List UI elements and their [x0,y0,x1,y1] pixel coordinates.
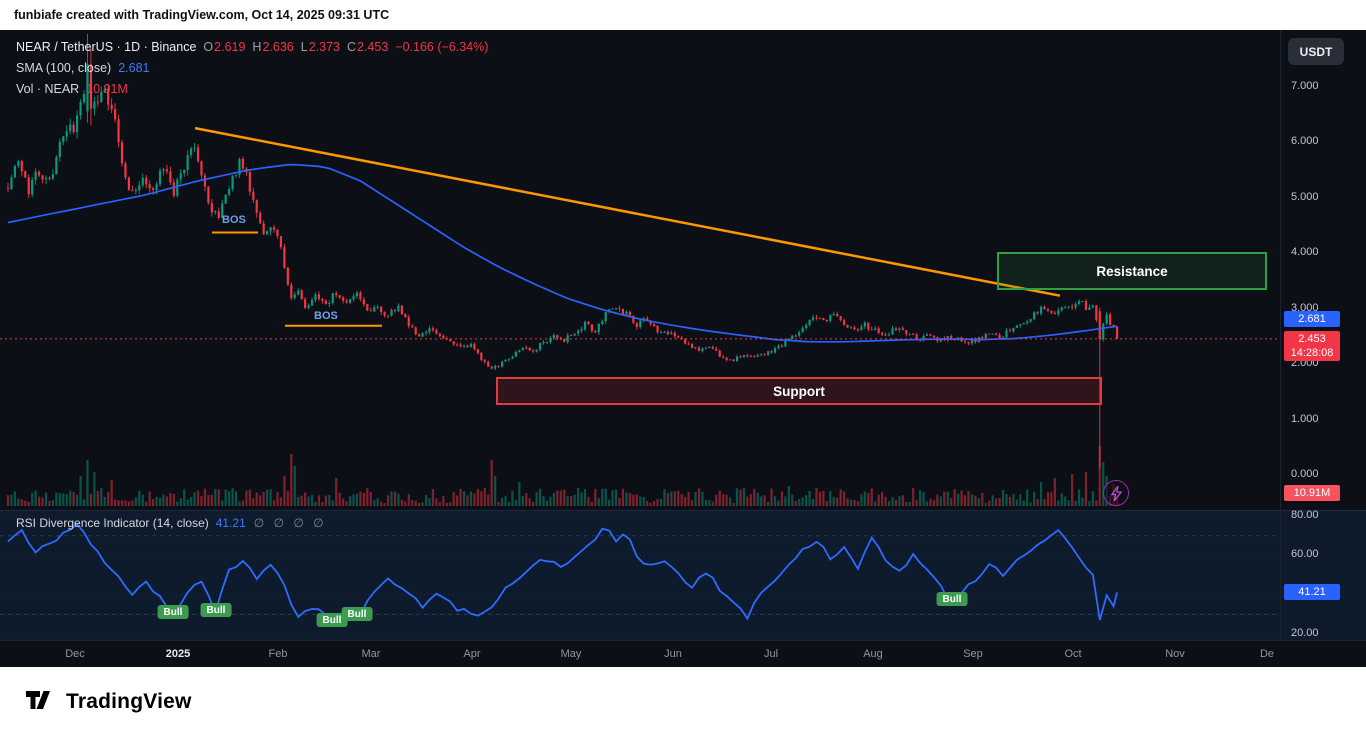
rsi-indicator-value: 41.21 [215,516,246,530]
bull-marker: Bull [157,605,189,619]
resistance-label: Resistance [1096,263,1168,279]
bull-marker: Bull [316,613,348,627]
candles [6,33,1119,469]
high-label: H [252,39,262,54]
volume-row[interactable]: Vol · NEAR 10.91M [16,78,488,99]
resistance-zone[interactable]: Resistance [997,252,1267,290]
time-axis[interactable]: Dec 2025 Feb Mar Apr May Jun Jul Aug Sep Oct Nov De [0,640,1366,668]
time-axis-label: Dec [65,648,85,660]
bull-marker: Bull [200,603,232,617]
volume-badge: 10.91M [1284,485,1340,501]
bar-countdown: 14:28:08 [1290,347,1334,359]
open-value: 2.619 [214,39,246,54]
attribution-text: funbiafe created with TradingView.com, O… [14,8,390,22]
rsi-gridlines [0,515,1280,635]
last-price-badge: 2.453 14:28:08 [1284,331,1340,361]
rsi-axis-label: 80.00 [1291,509,1319,521]
sma-price-badge: 2.681 [1284,311,1340,327]
last-price-value: 2.453 [1298,333,1326,345]
time-axis-label: May [560,648,582,660]
volume-indicator-value: 10.91M [86,81,128,96]
rsi-legend[interactable]: RSI Divergence Indicator (14, close) 41.… [16,516,327,530]
rsi-extra-values: ∅ ∅ ∅ ∅ [253,516,327,530]
change-value: −0.166 (−6.34%) [395,39,489,54]
time-axis-label: Sep [963,648,983,660]
low-label: L [300,39,308,54]
rsi-value-badge: 41.21 [1284,584,1340,600]
time-axis-label: Mar [361,648,381,660]
high-value: 2.636 [262,39,294,54]
time-axis-label: 2025 [165,648,191,660]
tradingview-logo-icon[interactable] [26,691,56,713]
currency-toggle-button[interactable]: USDT [1288,38,1344,65]
chart-area[interactable]: Resistance Support BOS BOS NEAR / Tether… [0,30,1366,667]
trendline[interactable] [194,126,1061,297]
volume-bars [6,446,1119,506]
attribution-bar: funbiafe created with TradingView.com, O… [0,0,1366,30]
price-axis-label: 5.000 [1291,191,1319,203]
bull-marker: Bull [341,607,373,621]
close-value: 2.453 [357,39,389,54]
sma-indicator-title[interactable]: SMA (100, close) [16,60,112,75]
bull-marker: Bull [936,592,968,606]
sma-line [7,163,1118,343]
sma-indicator-value: 2.681 [118,60,150,75]
bos-lines[interactable] [212,231,382,327]
time-axis-label: Aug [863,648,883,660]
rsi-line [7,522,1118,623]
support-zone[interactable]: Support [496,377,1102,405]
price-axis-label: 0.000 [1291,468,1319,480]
support-label: Support [773,383,825,399]
rsi-axis-label: 20.00 [1291,627,1319,639]
time-axis-label: Jul [763,648,779,660]
price-axis-label: 7.000 [1291,80,1319,92]
sma-row[interactable]: SMA (100, close) 2.681 [16,57,488,78]
close-label: C [346,39,356,54]
time-axis-label: Oct [1064,648,1082,660]
flash-event-button[interactable] [1103,480,1129,506]
symbol-title[interactable]: NEAR / TetherUS · 1D · Binance [16,39,197,54]
bos-label-2: BOS [314,310,338,322]
price-axis-label: 6.000 [1291,135,1319,147]
time-axis-label: Nov [1165,648,1185,660]
bos-label-1: BOS [222,214,246,226]
open-label: O [203,39,214,54]
lightning-bolt-icon [1110,485,1122,501]
rsi-indicator-title[interactable]: RSI Divergence Indicator (14, close) [16,516,209,530]
time-axis-label: Apr [463,648,481,660]
rsi-axis-label: 60.00 [1291,548,1319,560]
chart-canvas[interactable] [0,30,1280,640]
time-axis-label: De [1259,648,1275,660]
low-value: 2.373 [308,39,340,54]
volume-indicator-title[interactable]: Vol · NEAR [16,81,80,96]
price-axis-label: 1.000 [1291,413,1319,425]
time-axis-label: Jun [664,648,682,660]
footer-bar: TradingView [0,667,1366,737]
tradingview-brand-text[interactable]: TradingView [66,690,192,713]
price-axis-label: 4.000 [1291,246,1319,258]
time-axis-label: Feb [268,648,288,660]
price-axis[interactable]: 2.681 2.453 14:28:08 10.91M 41.21 7.000 6… [1280,30,1366,640]
